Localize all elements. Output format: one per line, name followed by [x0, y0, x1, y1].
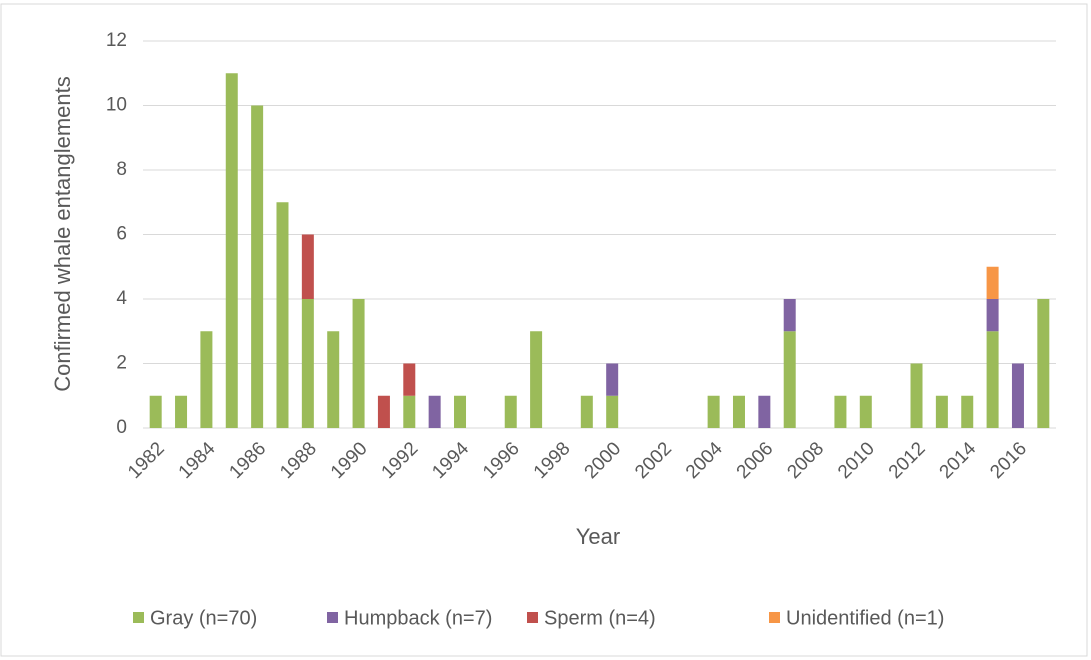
bar-segment [301, 234, 314, 299]
bar-segment [606, 363, 619, 396]
legend-label: Humpback (n=7) [344, 607, 492, 629]
legend-marker [527, 612, 538, 623]
y-tick-label: 12 [106, 30, 127, 51]
y-tick-label: 4 [116, 288, 127, 309]
bar-segment [859, 395, 872, 428]
y-tick-label: 0 [116, 417, 127, 438]
bar-segment [149, 395, 162, 428]
legend-label: Gray (n=70) [150, 607, 257, 629]
bar-segment [403, 363, 416, 396]
bar-segment [758, 395, 771, 428]
bar-segment [428, 395, 441, 428]
bar-segment [276, 202, 289, 428]
bar-segment [175, 395, 188, 428]
chart-frame [0, 3, 1088, 657]
bar-segment [352, 299, 365, 428]
legend-label: Sperm (n=4) [544, 607, 656, 629]
bar-segment [986, 299, 999, 332]
bar-segment [1037, 299, 1050, 428]
legend-label: Unidentified (n=1) [786, 607, 944, 629]
bar-segment [454, 395, 467, 428]
bar-segment [200, 331, 213, 428]
bar-segment [834, 395, 847, 428]
bar-segment [986, 266, 999, 299]
bar-segment [935, 395, 948, 428]
bar-segment [225, 73, 238, 428]
bar-segment [251, 105, 264, 428]
bar-segment [910, 363, 923, 428]
bar-segment [377, 395, 390, 428]
y-tick-label: 2 [116, 353, 127, 374]
bar-segment [530, 331, 543, 428]
bar-segment [327, 331, 340, 428]
legend-marker [327, 612, 338, 623]
bar-segment [986, 331, 999, 428]
bar-segment [403, 395, 416, 428]
bar-segment [732, 395, 745, 428]
legend-marker [769, 612, 780, 623]
y-tick-label: 10 [106, 95, 127, 116]
x-axis-label: Year [576, 524, 620, 549]
bar-segment [580, 395, 593, 428]
bar-segment [301, 299, 314, 428]
bar-segment [783, 299, 796, 332]
bar-segment [707, 395, 720, 428]
bar-segment [504, 395, 517, 428]
bar-segment [606, 395, 619, 428]
bar-segment [783, 331, 796, 428]
bar-segment [1011, 363, 1024, 428]
legend-marker [133, 612, 144, 623]
y-axis-label: Confirmed whale entanglements [50, 76, 75, 392]
y-tick-label: 8 [116, 159, 127, 180]
bar-segment [961, 395, 974, 428]
y-tick-label: 6 [116, 224, 127, 245]
